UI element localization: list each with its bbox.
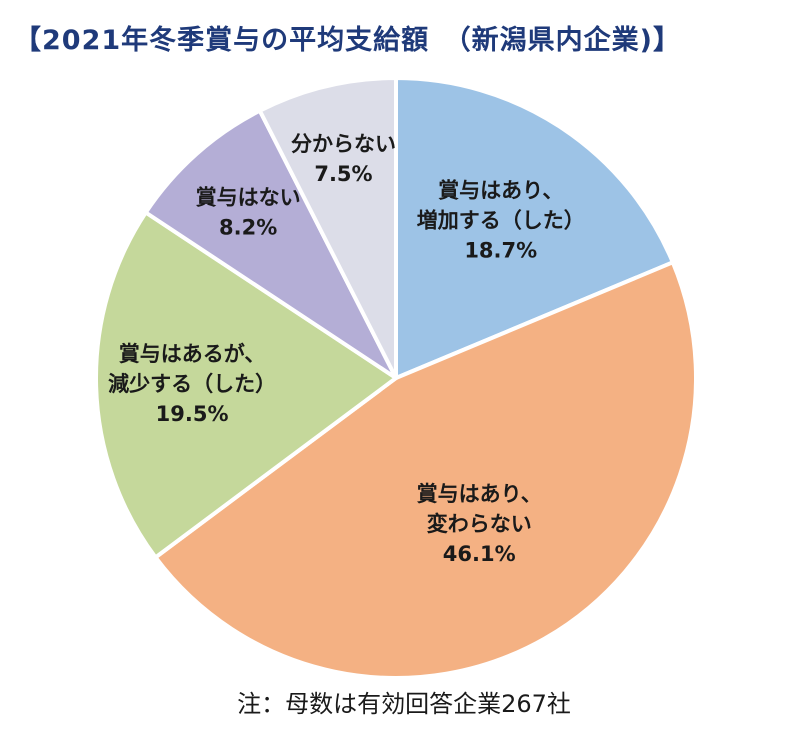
footnote: 注：母数は有効回答企業267社: [237, 690, 571, 718]
pie-slice-1: [153, 260, 698, 680]
pie-value-label-4: 7.5%: [314, 162, 372, 186]
pie-value-label-1: 46.1%: [443, 542, 516, 566]
pie-category-label-0-1: 増加する（した）: [417, 209, 585, 233]
pie-value-label-2: 19.5%: [156, 402, 229, 426]
pie-category-label-2-0: 賞与はあるが、: [119, 342, 266, 366]
pie-slice-4: [257, 76, 398, 380]
pie-category-label-1-0: 賞与はあり、: [417, 482, 542, 506]
pie-value-label-0: 18.7%: [464, 239, 537, 263]
chart-title: 【2021年冬季賞与の平均支給額 （新潟県内企業)】: [14, 25, 681, 56]
pie-category-label-0-0: 賞与はあり、: [438, 179, 563, 203]
pie-slice-0: [394, 76, 675, 380]
pie-category-label-1-1: 変わらない: [427, 512, 532, 536]
pie-category-label-2-1: 減少する（した）: [108, 372, 276, 396]
pie-slice-3: [143, 108, 398, 380]
pie-value-label-3: 8.2%: [219, 215, 277, 239]
pie-category-label-3-0: 賞与はない: [196, 185, 301, 209]
pie-slice-2: [94, 210, 398, 560]
pie-category-label-4-0: 分からない: [291, 132, 396, 156]
